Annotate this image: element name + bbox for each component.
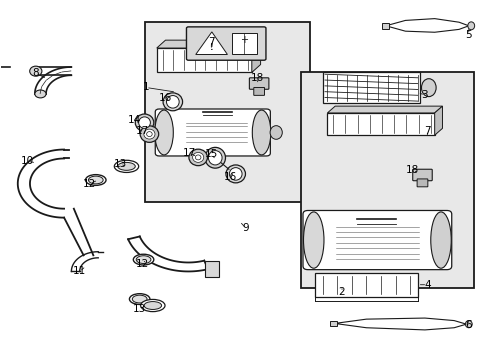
Text: 13: 13: [113, 159, 126, 169]
Polygon shape: [157, 40, 260, 48]
Text: 3: 3: [421, 90, 427, 100]
Ellipse shape: [155, 110, 173, 155]
Ellipse shape: [118, 162, 135, 170]
Text: 16: 16: [158, 93, 171, 103]
Ellipse shape: [208, 150, 222, 165]
Polygon shape: [327, 106, 442, 113]
Ellipse shape: [188, 149, 207, 166]
Ellipse shape: [35, 90, 46, 98]
Text: 5: 5: [465, 30, 471, 40]
FancyBboxPatch shape: [249, 78, 268, 89]
Ellipse shape: [467, 22, 474, 30]
FancyBboxPatch shape: [155, 109, 270, 156]
FancyBboxPatch shape: [412, 169, 431, 181]
Text: 10: 10: [21, 156, 34, 166]
Ellipse shape: [465, 320, 471, 328]
Ellipse shape: [140, 126, 158, 142]
Text: 14: 14: [128, 115, 141, 125]
Ellipse shape: [139, 117, 150, 129]
Ellipse shape: [192, 152, 203, 162]
Polygon shape: [251, 40, 260, 72]
Ellipse shape: [421, 79, 435, 96]
Text: 8: 8: [32, 68, 39, 78]
Ellipse shape: [225, 165, 245, 183]
FancyBboxPatch shape: [253, 87, 264, 95]
Text: 12: 12: [83, 179, 96, 189]
FancyBboxPatch shape: [186, 27, 265, 60]
FancyBboxPatch shape: [315, 273, 417, 297]
FancyBboxPatch shape: [300, 72, 473, 288]
FancyBboxPatch shape: [303, 211, 451, 270]
Ellipse shape: [229, 168, 242, 180]
Text: 18: 18: [405, 165, 419, 175]
Ellipse shape: [146, 132, 152, 136]
FancyBboxPatch shape: [144, 22, 310, 202]
Text: !: !: [209, 43, 213, 52]
Ellipse shape: [430, 212, 450, 268]
FancyBboxPatch shape: [416, 179, 427, 187]
FancyBboxPatch shape: [204, 261, 218, 277]
Text: 9: 9: [242, 224, 249, 233]
Ellipse shape: [195, 155, 201, 160]
Polygon shape: [434, 106, 442, 135]
FancyBboxPatch shape: [330, 320, 336, 326]
Text: 16: 16: [224, 172, 237, 183]
FancyBboxPatch shape: [157, 48, 251, 72]
Ellipse shape: [132, 295, 147, 303]
FancyBboxPatch shape: [232, 33, 256, 54]
Ellipse shape: [136, 256, 151, 264]
Ellipse shape: [143, 129, 155, 139]
Text: 13: 13: [133, 304, 146, 314]
Text: 17: 17: [135, 126, 148, 135]
Text: 4: 4: [423, 280, 430, 290]
FancyBboxPatch shape: [322, 72, 419, 103]
Text: 18: 18: [250, 73, 264, 83]
Ellipse shape: [114, 160, 139, 172]
Text: 7: 7: [207, 37, 214, 47]
Polygon shape: [195, 32, 227, 54]
Ellipse shape: [85, 175, 106, 185]
Text: 6: 6: [465, 320, 471, 330]
Ellipse shape: [252, 110, 270, 155]
Ellipse shape: [129, 294, 150, 305]
Polygon shape: [334, 318, 466, 330]
Ellipse shape: [303, 212, 324, 268]
Text: +: +: [240, 35, 248, 45]
Ellipse shape: [135, 114, 154, 131]
Ellipse shape: [204, 147, 225, 168]
Text: 17: 17: [183, 148, 196, 158]
Text: 11: 11: [73, 266, 86, 276]
FancyBboxPatch shape: [327, 113, 434, 135]
Ellipse shape: [166, 95, 179, 108]
Ellipse shape: [30, 66, 42, 76]
Ellipse shape: [133, 254, 154, 265]
FancyBboxPatch shape: [381, 23, 388, 29]
Ellipse shape: [141, 300, 164, 312]
Text: 2: 2: [338, 287, 345, 297]
Text: 12: 12: [135, 258, 148, 269]
Ellipse shape: [144, 302, 161, 310]
Ellipse shape: [88, 176, 103, 184]
Polygon shape: [385, 19, 468, 32]
Text: 7: 7: [423, 126, 430, 135]
Text: 1: 1: [142, 82, 149, 93]
Text: 15: 15: [204, 149, 218, 159]
Ellipse shape: [163, 93, 182, 111]
Ellipse shape: [269, 126, 282, 139]
